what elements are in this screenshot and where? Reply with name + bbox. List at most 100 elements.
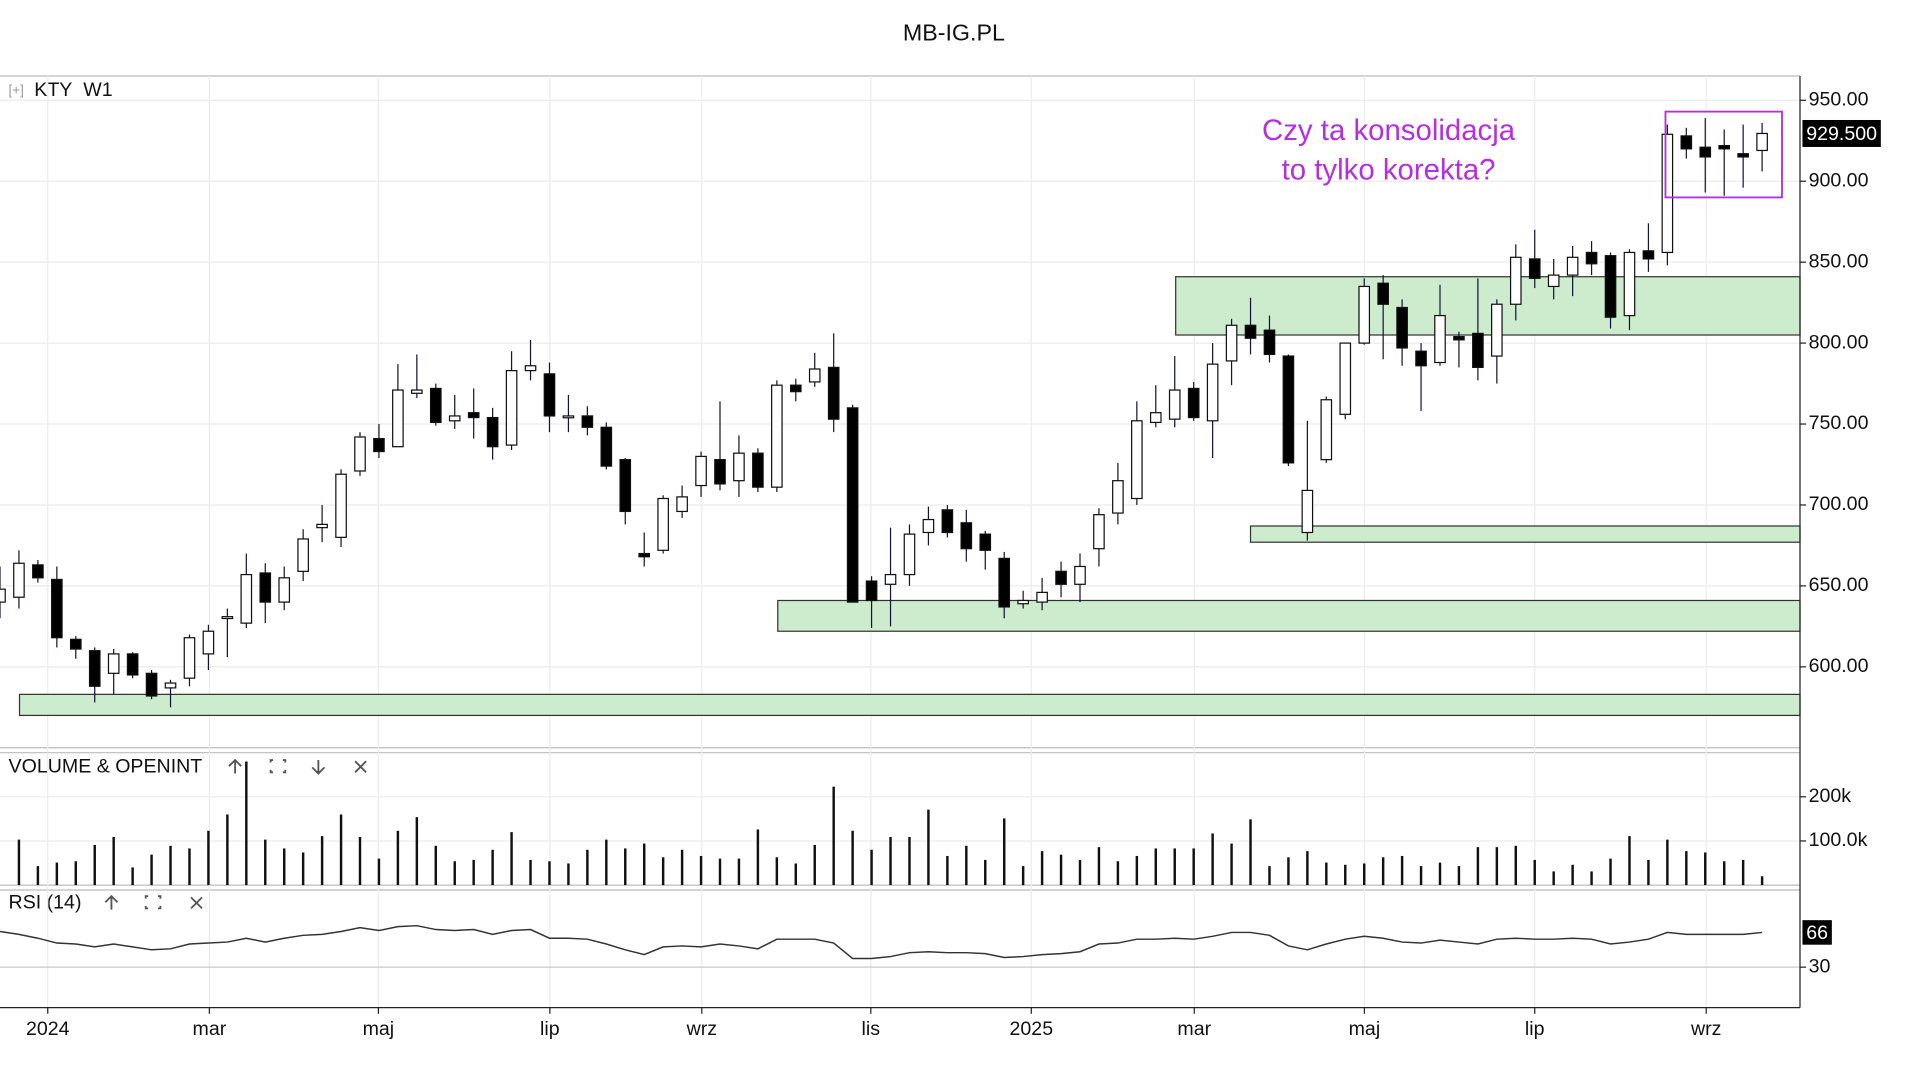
candle-body: [1149, 412, 1162, 424]
candle-body: [354, 436, 366, 472]
x-tick-label: 2024: [26, 1018, 70, 1040]
volume-bar: [1438, 862, 1442, 886]
candle-body: [202, 630, 215, 655]
volume-bar: [1647, 859, 1650, 886]
candle-body: [1282, 355, 1295, 464]
maximize-icon[interactable]: [269, 759, 287, 774]
move-down-icon[interactable]: [311, 760, 326, 775]
volume-bar: [1400, 855, 1404, 886]
volume-bar: [605, 839, 608, 886]
volume-bar: [377, 858, 381, 886]
candle-body: [1642, 250, 1655, 260]
maximize-icon[interactable]: [144, 895, 162, 910]
volume-bar: [1457, 866, 1461, 886]
x-tick-label: maj: [363, 1018, 395, 1040]
candle-body: [1244, 324, 1257, 339]
close-icon[interactable]: [354, 760, 367, 773]
volume-bar: [358, 836, 362, 886]
volume-bar: [699, 855, 703, 886]
candle-body: [1301, 489, 1314, 534]
candle-body: [827, 366, 840, 420]
x-tick-label: 2025: [1010, 1018, 1054, 1040]
volume-bar: [1097, 847, 1101, 886]
volume-bar: [150, 854, 153, 886]
candle-body: [1263, 329, 1276, 356]
volume-bar: [1760, 876, 1764, 886]
volume-bar: [661, 857, 665, 886]
volume-bar: [1002, 818, 1006, 886]
candle-body: [13, 562, 25, 598]
y-tick-label: 600.00: [1809, 655, 1869, 677]
candle-body: [1491, 303, 1503, 357]
volume-bar: [301, 852, 305, 886]
candle-body: [619, 459, 632, 513]
candle-body: [1434, 314, 1446, 364]
volume-bar: [946, 855, 949, 886]
candle-body: [1339, 342, 1352, 415]
volume-bar: [1362, 863, 1366, 886]
volume-bar: [1325, 862, 1328, 886]
last-price-label: 929.500: [1806, 123, 1877, 145]
volume-bar: [1704, 852, 1707, 886]
candle-body: [733, 452, 745, 482]
candle-body: [1377, 282, 1389, 305]
toggle[interactable]: [+]: [9, 82, 24, 97]
y-tick-label: 850.00: [1809, 250, 1869, 272]
x-tick-label: lis: [862, 1018, 881, 1040]
volume-bar: [1741, 859, 1745, 886]
candle-body: [335, 473, 347, 538]
candle-body: [221, 616, 234, 620]
move-up-icon[interactable]: [104, 894, 119, 910]
move-up-icon[interactable]: [228, 758, 242, 774]
volume-bar: [1514, 845, 1518, 886]
candle-body: [543, 373, 556, 417]
x-tick-label: wrz: [686, 1018, 717, 1040]
x-tick-label: mar: [193, 1018, 227, 1040]
volume-bar: [1249, 819, 1252, 886]
volume-bar: [1476, 847, 1480, 886]
volume-bar: [396, 830, 400, 886]
close-icon[interactable]: [190, 896, 203, 910]
volume-bar: [510, 832, 513, 886]
candle-body: [1453, 336, 1465, 341]
candle-body: [1358, 285, 1371, 344]
volume-bar: [320, 836, 324, 886]
volume-bar: [112, 836, 115, 886]
volume-bar: [1211, 833, 1214, 886]
y-tick-label: 30: [1809, 955, 1831, 977]
volume-bar: [453, 861, 456, 886]
candle-body: [88, 650, 101, 687]
candle-body: [1699, 146, 1712, 158]
candle-body: [297, 538, 309, 572]
volume-panel-icons[interactable]: [228, 758, 367, 775]
volume-bar: [93, 844, 96, 886]
volume-bar: [1059, 854, 1063, 886]
volume-panel-title: VOLUME & OPENINT: [9, 756, 203, 778]
volume-bar: [813, 844, 816, 886]
candle-body: [657, 497, 669, 551]
candle-body: [392, 389, 404, 448]
candle-body: [1074, 565, 1086, 585]
candle-body: [865, 580, 878, 602]
volume-bar: [1173, 848, 1176, 886]
candle-body: [1225, 324, 1238, 362]
annotation: to tylko korekta?: [1282, 153, 1496, 186]
volume-bar: [1230, 843, 1233, 886]
candle-body: [1737, 153, 1749, 158]
volume-bar: [851, 830, 854, 886]
candle-body: [429, 387, 442, 424]
candle-body: [69, 638, 82, 650]
candle-body: [278, 577, 291, 603]
volume-bar: [775, 857, 779, 886]
candle-body: [1396, 306, 1408, 349]
volume-bar: [1135, 855, 1139, 886]
volume-bar: [984, 859, 987, 886]
candle-body: [1604, 255, 1617, 318]
candle-body: [467, 412, 480, 419]
support-zone: [1249, 525, 1801, 543]
candle-body: [1093, 514, 1105, 550]
volume-bar: [245, 761, 248, 886]
volume-bar: [1154, 848, 1158, 886]
rsi-panel-icons[interactable]: [104, 894, 203, 910]
